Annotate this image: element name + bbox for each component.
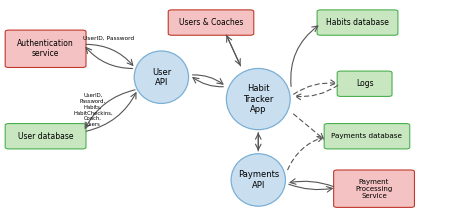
Text: UserID,
Password,
Habits,
HabitCheckins,
Coach,
Users: UserID, Password, Habits, HabitCheckins,… <box>73 93 113 127</box>
Text: Authentication
service: Authentication service <box>17 39 74 59</box>
Text: User
API: User API <box>152 68 171 87</box>
FancyBboxPatch shape <box>168 10 254 35</box>
FancyBboxPatch shape <box>334 170 414 207</box>
Text: User database: User database <box>18 132 73 141</box>
Ellipse shape <box>227 68 290 130</box>
Text: Users & Coaches: Users & Coaches <box>179 18 243 27</box>
FancyBboxPatch shape <box>337 71 392 96</box>
Text: Habits database: Habits database <box>326 18 389 27</box>
FancyBboxPatch shape <box>5 30 86 68</box>
FancyBboxPatch shape <box>317 10 398 35</box>
FancyBboxPatch shape <box>5 124 86 149</box>
Text: Habit
Tracker
App: Habit Tracker App <box>243 84 273 114</box>
Text: Payment
Processing
Service: Payment Processing Service <box>356 179 392 199</box>
Ellipse shape <box>134 51 189 103</box>
Text: Payments database: Payments database <box>331 133 402 139</box>
Text: Logs: Logs <box>356 79 374 88</box>
Text: UserID, Password: UserID, Password <box>83 35 134 40</box>
Text: Payments
API: Payments API <box>237 170 279 190</box>
Ellipse shape <box>231 154 285 206</box>
FancyBboxPatch shape <box>324 124 410 149</box>
